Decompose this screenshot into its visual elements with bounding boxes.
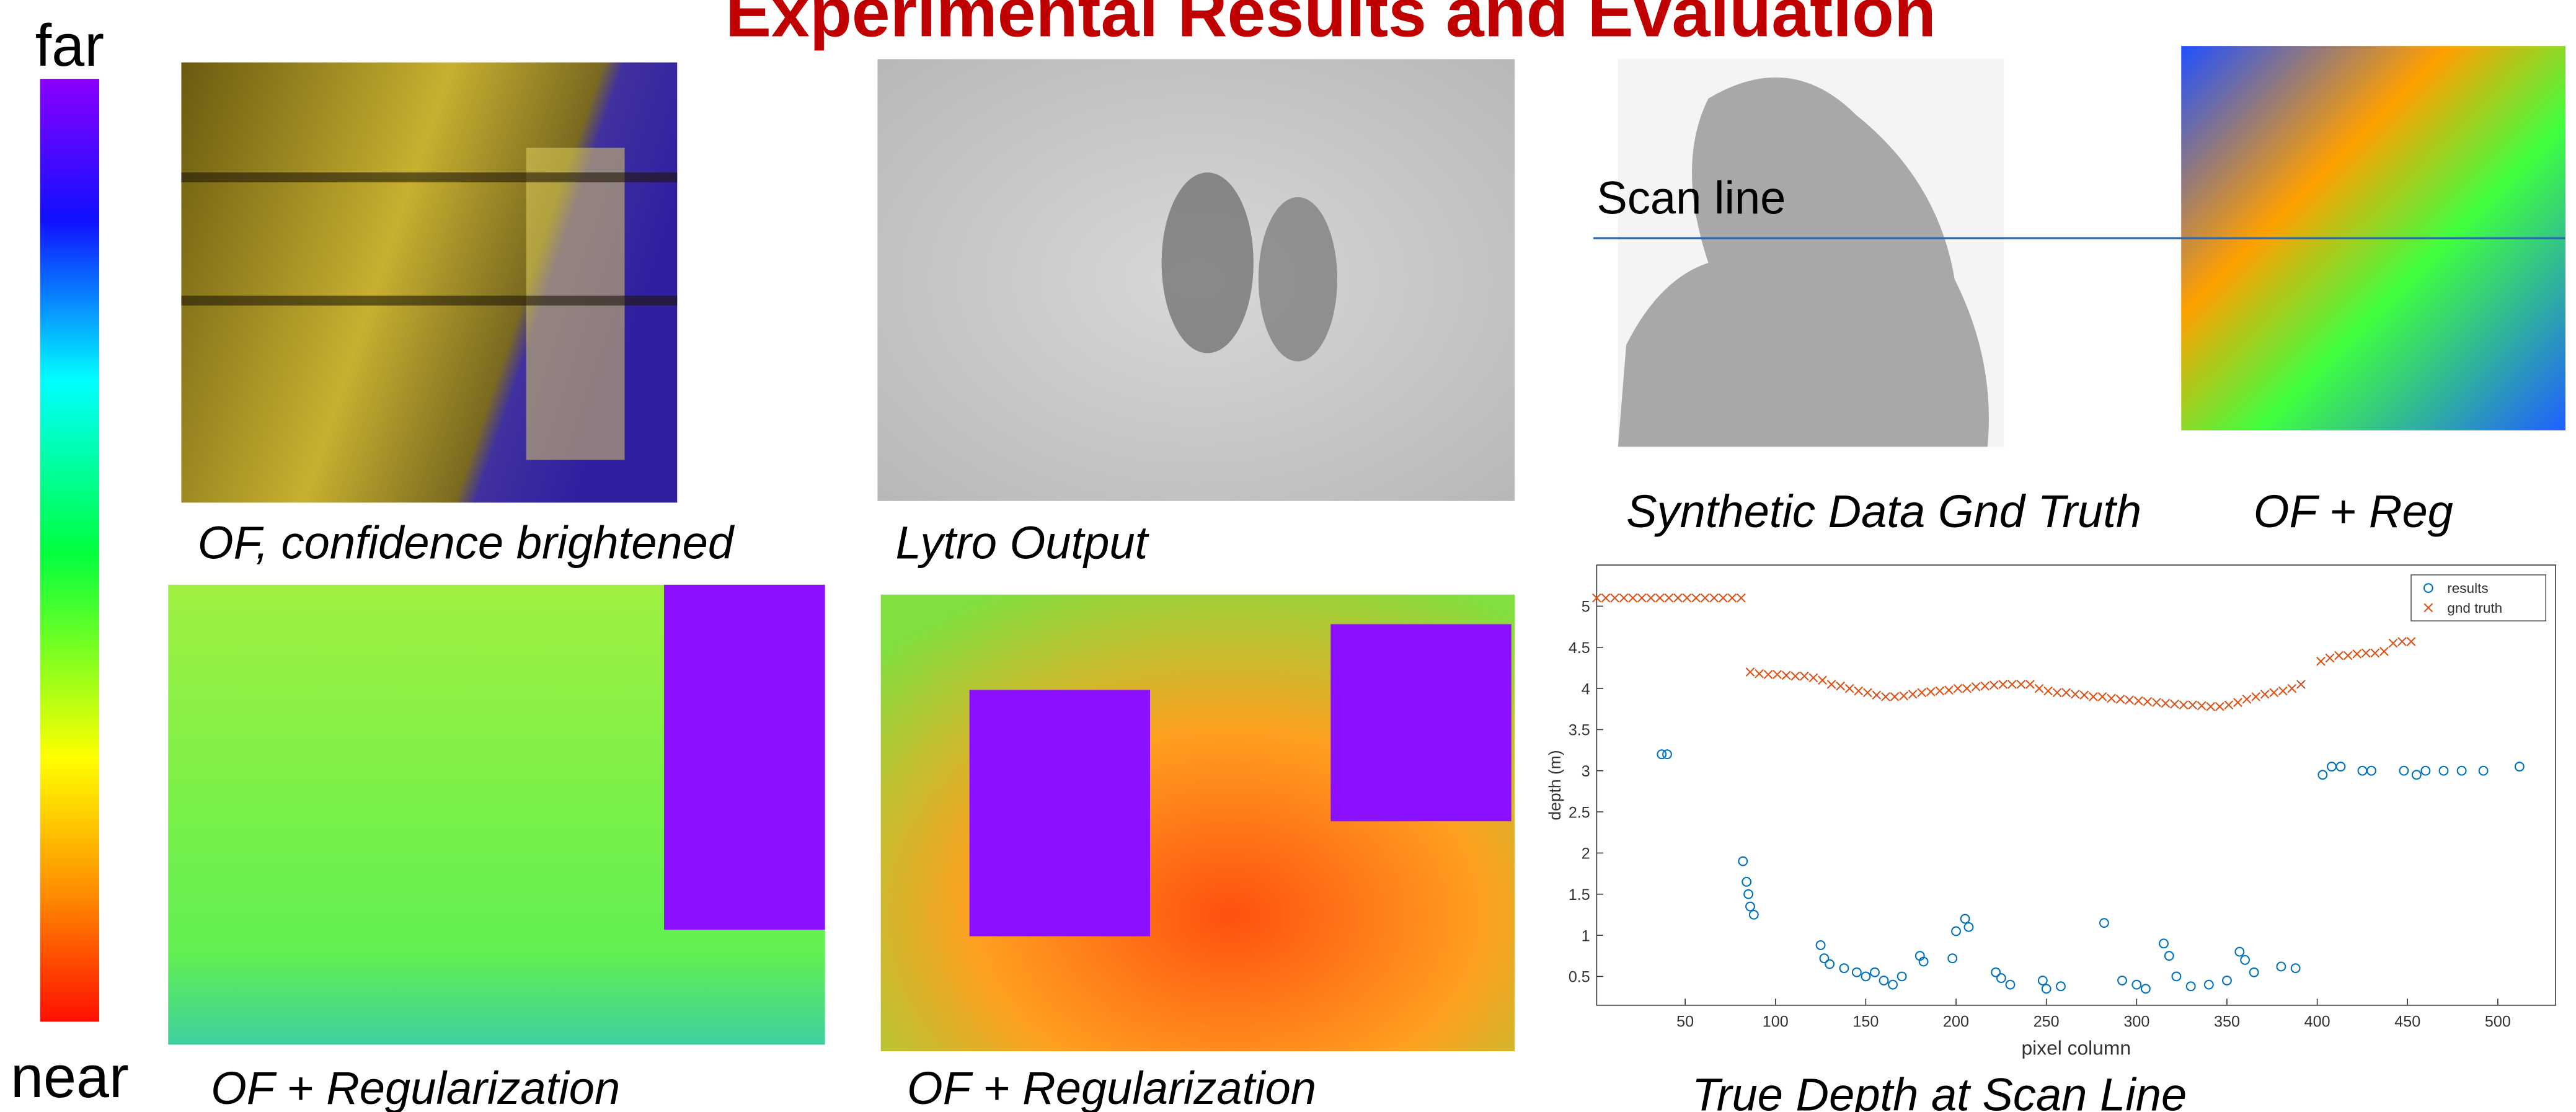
legend-label: results (2447, 580, 2488, 596)
x-tick-label: 150 (1852, 1013, 1879, 1030)
y-tick-label: 4.5 (1569, 639, 1590, 657)
y-tick-label: 2.5 (1569, 804, 1590, 821)
y-tick-label: 4 (1582, 680, 1590, 698)
scan-line-label: Scan line (1596, 172, 1786, 223)
image-of-regularization-1 (168, 585, 825, 1045)
caption: OF + Regularization (907, 1062, 1316, 1112)
x-tick-label: 250 (2034, 1013, 2060, 1030)
x-tick-label: 300 (2123, 1013, 2149, 1030)
x-tick-label: 450 (2394, 1013, 2420, 1030)
legend-label: gnd truth (2447, 600, 2502, 616)
image-synthetic-gnd-truth (1618, 59, 2004, 447)
x-tick-label: 500 (2485, 1013, 2511, 1030)
colorbar (40, 79, 99, 1021)
caption: OF + Regularization (211, 1062, 620, 1112)
y-axis-label: depth (m) (1546, 750, 1564, 820)
caption: OF + Reg (2254, 486, 2453, 537)
y-tick-label: 1.5 (1569, 886, 1590, 904)
x-tick-label: 200 (1943, 1013, 1969, 1030)
caption: OF, confidence brightened (198, 517, 735, 568)
slide: Experimental Results and Evaluation far … (0, 0, 2576, 1112)
slide-title: Experimental Results and Evaluation (725, 0, 1936, 51)
x-axis-label: pixel column (2021, 1036, 2131, 1059)
x-tick-label: 400 (2304, 1013, 2330, 1030)
image-of-confidence (181, 63, 677, 503)
y-tick-label: 3.5 (1569, 722, 1590, 739)
x-tick-label: 350 (2214, 1013, 2240, 1030)
caption: Synthetic Data Gnd Truth (1626, 486, 2141, 537)
plot-area (1596, 565, 2556, 1005)
page: Experimental Results and Evaluation far … (0, 0, 2576, 1112)
y-tick-label: 0.5 (1569, 969, 1590, 986)
caption: Lytro Output (896, 517, 1150, 568)
image-of-regularization-2 (881, 595, 1515, 1051)
y-tick-label: 3 (1582, 763, 1590, 780)
y-tick-label: 5 (1582, 598, 1590, 616)
scatter-chart: 0.5 1 1.5 2 2.5 3 3.5 4 4.5 5 50 100 150 200 250 300 350… (1546, 565, 2556, 1059)
y-tick-label: 1 (1582, 927, 1590, 945)
x-tick-label: 50 (1676, 1013, 1694, 1030)
y-tick-label: 2 (1582, 845, 1590, 863)
colorbar-bottom-label: near (11, 1044, 129, 1110)
x-tick-label: 100 (1763, 1013, 1789, 1030)
caption: True Depth at Scan Line (1692, 1069, 2187, 1112)
colorbar-top-label: far (35, 13, 104, 79)
image-lytro (877, 59, 1515, 500)
